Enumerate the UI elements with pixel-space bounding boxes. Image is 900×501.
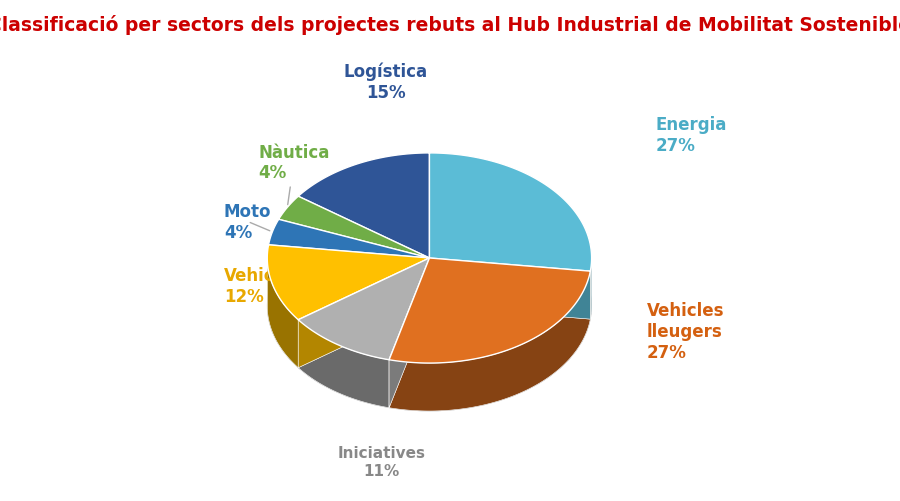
Polygon shape [389,272,590,411]
Polygon shape [267,259,298,368]
Polygon shape [298,259,429,368]
Polygon shape [298,154,429,259]
Polygon shape [298,259,429,368]
Polygon shape [298,320,389,408]
Polygon shape [429,154,591,272]
Polygon shape [268,220,429,259]
Polygon shape [389,259,429,408]
Text: Logística
15%: Logística 15% [344,63,428,102]
Text: Energia
27%: Energia 27% [655,116,727,155]
Polygon shape [298,259,429,360]
Text: Moto
4%: Moto 4% [224,202,272,241]
Ellipse shape [267,201,591,411]
Polygon shape [590,259,591,320]
Text: Vehicles
12%: Vehicles 12% [224,267,302,305]
Polygon shape [429,259,590,320]
Text: Nàutica
4%: Nàutica 4% [258,143,329,205]
Text: Iniciatives
11%: Iniciatives 11% [338,445,426,478]
Polygon shape [429,259,590,320]
Polygon shape [279,197,429,259]
Text: Classificació per sectors dels projectes rebuts al Hub Industrial de Mobilitat S: Classificació per sectors dels projectes… [0,15,900,35]
Polygon shape [389,259,429,408]
Polygon shape [267,245,429,320]
Text: Vehicles
lleugers
27%: Vehicles lleugers 27% [646,302,724,361]
Polygon shape [389,259,590,363]
